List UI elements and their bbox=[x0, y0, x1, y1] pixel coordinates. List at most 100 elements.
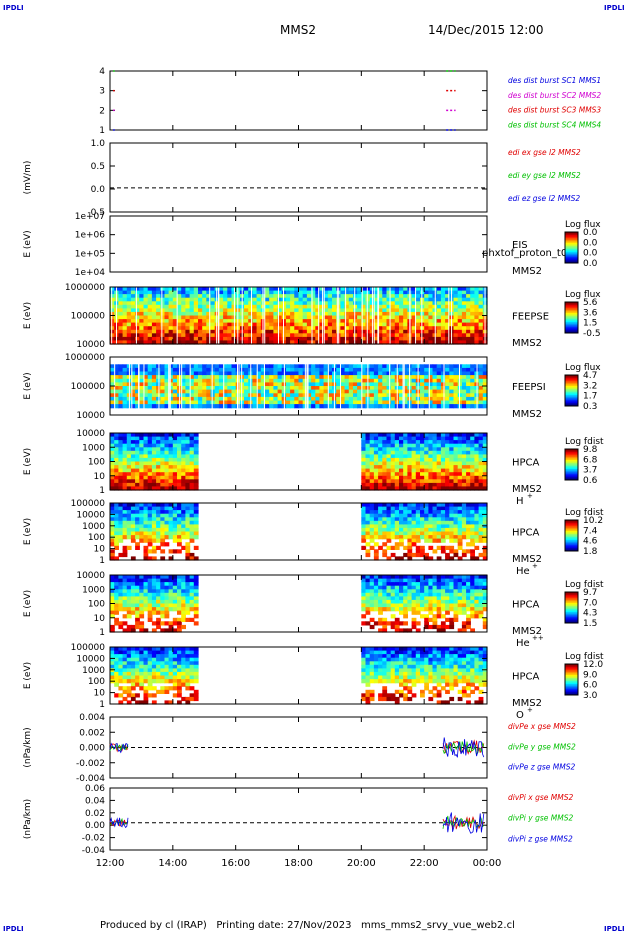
heatmap-cell bbox=[466, 436, 471, 441]
heatmap-cell bbox=[394, 436, 400, 441]
heatmap-cell bbox=[361, 461, 367, 466]
heatmap-cell bbox=[415, 513, 421, 518]
heatmap-cell bbox=[185, 396, 191, 402]
heatmap-cell bbox=[135, 443, 140, 448]
heatmap-cell bbox=[252, 333, 258, 338]
mission-label: MMS2 bbox=[512, 484, 542, 495]
heatmap-cell bbox=[151, 301, 157, 306]
heatmap-cell bbox=[164, 475, 170, 480]
heatmap-cell bbox=[411, 440, 417, 445]
heatmap-cell bbox=[436, 575, 442, 580]
heatmap-cell bbox=[449, 503, 455, 508]
heatmap-cell bbox=[210, 396, 216, 402]
heatmap-cell bbox=[436, 614, 442, 619]
heatmap-cell bbox=[386, 465, 392, 470]
heatmap-cell bbox=[378, 386, 383, 391]
heatmap-cell bbox=[189, 297, 195, 302]
heatmap-cell bbox=[315, 364, 321, 369]
heatmap-cell bbox=[172, 311, 178, 317]
heatmap-cell bbox=[172, 450, 178, 455]
heatmap-cell bbox=[382, 520, 388, 525]
heatmap-cell bbox=[449, 582, 455, 587]
heatmap-cell bbox=[403, 371, 408, 376]
heatmap-cell bbox=[361, 510, 367, 515]
heatmap-cell bbox=[449, 486, 455, 491]
heatmap-cell bbox=[227, 301, 233, 306]
heatmap-cell bbox=[147, 436, 153, 441]
heatmap-cell bbox=[160, 628, 166, 633]
heatmap-cell bbox=[172, 596, 178, 601]
heatmap-cell bbox=[432, 371, 438, 376]
heatmap-cell bbox=[193, 367, 199, 373]
heatmap-cell bbox=[210, 311, 216, 317]
heatmap-cell bbox=[122, 367, 128, 373]
heatmap-cell bbox=[453, 617, 459, 622]
heatmap-cell bbox=[130, 400, 136, 405]
heatmap-cell bbox=[386, 322, 392, 327]
heatmap-cell bbox=[319, 336, 325, 342]
heatmap-cell bbox=[114, 596, 119, 601]
heatmap-cell bbox=[390, 297, 396, 302]
heatmap-cell bbox=[357, 396, 362, 402]
heatmap-cell bbox=[164, 440, 170, 445]
heatmap-cell bbox=[357, 326, 362, 331]
heatmap-cell bbox=[315, 294, 321, 299]
y-tick-label: 3 bbox=[99, 87, 105, 97]
heatmap-cell bbox=[344, 297, 350, 302]
heatmap-cell bbox=[457, 333, 463, 338]
heatmap-cell bbox=[198, 378, 203, 383]
heatmap-cell bbox=[428, 336, 434, 342]
heatmap-cell bbox=[390, 472, 396, 477]
heatmap-cell bbox=[277, 375, 283, 380]
heatmap-cell bbox=[193, 524, 199, 529]
heatmap-cell bbox=[382, 531, 388, 536]
heatmap-cell bbox=[135, 389, 140, 394]
heatmap-cell bbox=[143, 386, 149, 391]
heatmap-cell bbox=[130, 340, 136, 345]
heatmap-cell bbox=[269, 375, 274, 380]
heatmap-cell bbox=[403, 436, 408, 441]
heatmap-cell bbox=[466, 592, 471, 597]
heatmap-cell bbox=[298, 336, 304, 342]
heatmap-cell bbox=[445, 336, 450, 342]
heatmap-cell bbox=[181, 386, 186, 391]
heatmap-cell bbox=[399, 297, 404, 302]
heatmap-cell bbox=[424, 596, 429, 601]
heatmap-cell bbox=[160, 315, 166, 320]
heatmap-cell bbox=[177, 336, 182, 342]
heatmap-cell bbox=[210, 336, 216, 342]
heatmap-cell bbox=[470, 524, 475, 529]
heatmap-cell bbox=[407, 447, 413, 452]
heatmap-cell bbox=[160, 475, 166, 480]
heatmap-cell bbox=[353, 294, 358, 299]
heatmap-cell bbox=[336, 364, 341, 369]
heatmap-cell bbox=[298, 294, 304, 299]
heatmap-cell bbox=[244, 367, 249, 373]
heatmap-cell bbox=[168, 517, 174, 522]
heatmap-cell bbox=[256, 336, 262, 342]
heatmap-cell bbox=[411, 400, 417, 405]
heatmap-cell bbox=[147, 461, 153, 466]
heatmap-cell bbox=[223, 400, 228, 405]
heatmap-cell bbox=[445, 364, 450, 369]
heatmap-cell bbox=[373, 322, 379, 327]
heatmap-cell bbox=[143, 329, 149, 334]
panel-hpca_he bbox=[109, 502, 488, 561]
heatmap-cell bbox=[373, 378, 379, 383]
heatmap-cell bbox=[172, 628, 178, 633]
heatmap-cell bbox=[139, 301, 145, 306]
heatmap-cell bbox=[369, 386, 375, 391]
heatmap-cell bbox=[399, 457, 404, 463]
heatmap-cell bbox=[365, 479, 371, 484]
heatmap-cell bbox=[386, 371, 392, 376]
heatmap-cell bbox=[126, 308, 132, 313]
heatmap-cell bbox=[378, 389, 383, 394]
heatmap-cell bbox=[361, 475, 367, 480]
heatmap-cell bbox=[420, 315, 425, 320]
heatmap-cell bbox=[461, 624, 467, 630]
heatmap-cell bbox=[390, 367, 396, 373]
heatmap-cell bbox=[252, 389, 258, 394]
heatmap-cell bbox=[361, 503, 367, 508]
heatmap-cell bbox=[252, 301, 258, 306]
heatmap-cell bbox=[461, 367, 467, 373]
